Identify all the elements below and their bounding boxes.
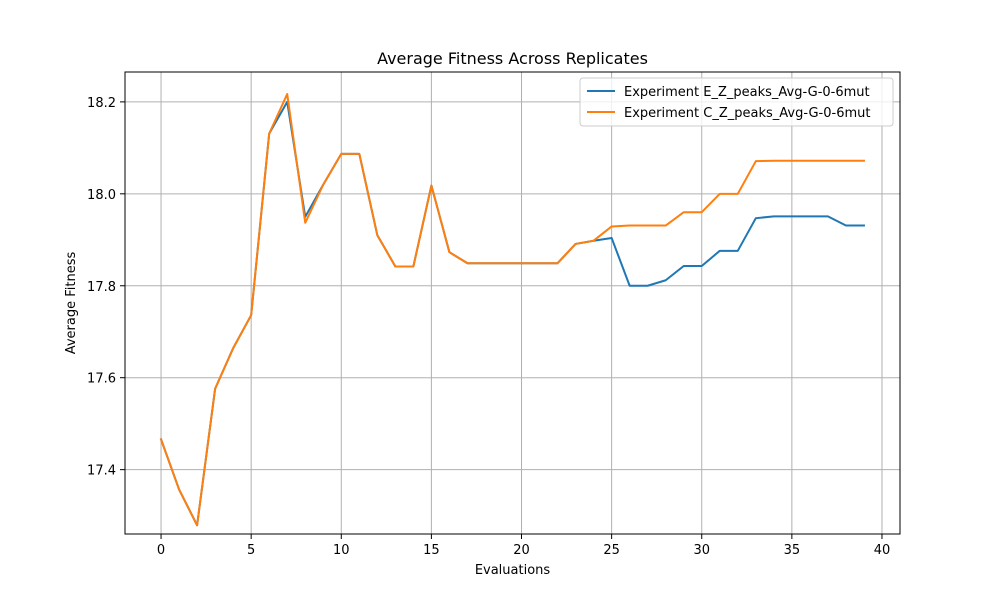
x-tick-label: 20 (513, 543, 530, 558)
y-tick-label: 18.2 (87, 96, 116, 111)
x-tick-label: 35 (784, 543, 801, 558)
plot-frame (124, 71, 901, 535)
x-axis-label: Evaluations (475, 563, 551, 578)
x-tick-label: 5 (247, 543, 255, 558)
y-tick-label: 17.8 (87, 280, 116, 295)
series-line-c (159, 93, 865, 527)
legend: Experiment E_Z_peaks_Avg-G-0-6mut Experi… (579, 77, 894, 127)
y-tick-label: 17.4 (87, 464, 116, 479)
y-tick-label: 17.6 (87, 372, 116, 387)
chart-title: Average Fitness Across Replicates (377, 49, 648, 68)
x-tick-label: 10 (333, 543, 350, 558)
grid-layer (125, 72, 900, 534)
legend-label-series-c: Experiment C_Z_peaks_Avg-G-0-6mut (624, 106, 871, 121)
x-tick-label: 40 (874, 543, 891, 558)
tick-layer: 0 5 10 15 20 25 30 35 40 17.4 17.6 17.8 18.0 18.2 (87, 96, 890, 558)
x-tick-label: 25 (603, 543, 620, 558)
legend-label-series-e: Experiment E_Z_peaks_Avg-G-0-6mut (624, 85, 870, 100)
legend-box (579, 77, 894, 127)
y-tick-label: 18.0 (87, 188, 116, 203)
series-layer (159, 93, 865, 527)
x-tick-label: 30 (693, 543, 710, 558)
y-axis-label: Average Fitness (64, 252, 79, 355)
x-tick-label: 15 (423, 543, 440, 558)
x-tick-label: 0 (157, 543, 165, 558)
